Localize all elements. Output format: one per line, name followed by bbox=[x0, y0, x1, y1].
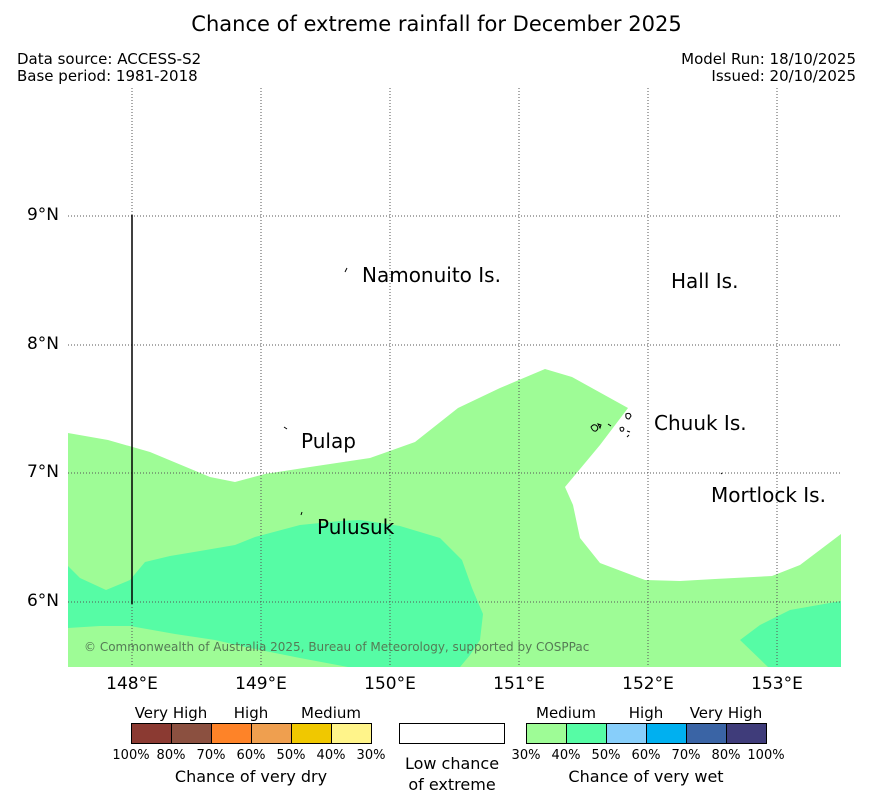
place-label-pulap: Pulap bbox=[301, 429, 356, 453]
low-chance-caption: Low chance of extreme bbox=[405, 753, 499, 795]
dry-swatch-2 bbox=[211, 723, 252, 744]
dry-tick: 100% bbox=[112, 748, 150, 763]
wet-tick: 60% bbox=[631, 748, 661, 763]
wet-tick: 30% bbox=[511, 748, 541, 763]
namonuito-island-marker bbox=[344, 267, 348, 273]
wet-category-high: High bbox=[628, 704, 664, 722]
island-markers bbox=[283, 267, 723, 516]
map-title: Chance of extreme rainfall for December … bbox=[191, 12, 682, 36]
dry-tick: 40% bbox=[316, 748, 346, 763]
dry-tick: 50% bbox=[276, 748, 306, 763]
wet-tick: 40% bbox=[551, 748, 581, 763]
dry-caption: Chance of very dry bbox=[174, 767, 328, 786]
base-period: Base period: 1981-2018 bbox=[17, 67, 198, 85]
wet-swatch-3 bbox=[646, 723, 687, 744]
lon-label-149e: 149°E bbox=[235, 674, 287, 694]
lon-label-150e: 150°E bbox=[364, 674, 416, 694]
lat-label-8n: 8°N bbox=[26, 334, 59, 354]
dry-tick: 80% bbox=[156, 748, 186, 763]
low-chance-swatch bbox=[399, 723, 505, 744]
model-run: Model Run: 18/10/2025 bbox=[681, 50, 856, 68]
lat-label-9n: 9°N bbox=[26, 205, 59, 225]
wet-tick: 80% bbox=[711, 748, 741, 763]
place-label-chuuk: Chuuk Is. bbox=[654, 411, 747, 435]
mortlock-island-marker bbox=[720, 472, 723, 475]
high-wet-region-west bbox=[68, 520, 483, 667]
low-chance-line1: Low chance bbox=[404, 754, 500, 773]
wet-category-medium: Medium bbox=[536, 704, 596, 722]
lon-label-151e: 151°E bbox=[493, 674, 545, 694]
wet-swatch-1 bbox=[566, 723, 607, 744]
wet-tick: 50% bbox=[591, 748, 621, 763]
lat-label-6n: 6°N bbox=[26, 591, 59, 611]
dry-swatch-5 bbox=[331, 723, 372, 744]
lon-label-152e: 152°E bbox=[622, 674, 674, 694]
wet-category-very-high: Very High bbox=[689, 704, 763, 722]
wet-tick: 100% bbox=[747, 748, 785, 763]
dry-category-medium: Medium bbox=[301, 704, 361, 722]
place-label-hall: Hall Is. bbox=[671, 269, 739, 293]
dry-category-very-high: Very High bbox=[134, 704, 208, 722]
dry-tick: 60% bbox=[236, 748, 266, 763]
lon-label-153e: 153°E bbox=[751, 674, 803, 694]
data-source: Data source: ACCESS-S2 bbox=[17, 50, 202, 68]
dry-tick: 30% bbox=[356, 748, 386, 763]
copyright-notice: © Commonwealth of Australia 2025, Bureau… bbox=[84, 640, 590, 654]
place-label-pulusuk: Pulusuk bbox=[317, 515, 395, 539]
dry-swatch-0 bbox=[131, 723, 172, 744]
wet-tick: 70% bbox=[671, 748, 701, 763]
place-label-mortlock: Mortlock Is. bbox=[711, 483, 826, 507]
high-wet-region-east bbox=[740, 601, 841, 667]
wet-caption: Chance of very wet bbox=[568, 767, 724, 786]
wet-swatch-0 bbox=[526, 723, 567, 744]
dry-swatch-1 bbox=[171, 723, 212, 744]
dry-swatch-4 bbox=[291, 723, 332, 744]
lon-label-148e: 148°E bbox=[106, 674, 158, 694]
chuuk-lagoon-marker bbox=[590, 412, 632, 438]
dry-swatch-3 bbox=[251, 723, 292, 744]
low-chance-line2: of extreme bbox=[408, 775, 496, 794]
wet-swatch-2 bbox=[606, 723, 647, 744]
dry-category-high: High bbox=[233, 704, 269, 722]
graticule bbox=[68, 88, 841, 667]
wet-swatch-4 bbox=[686, 723, 727, 744]
lat-label-7n: 7°N bbox=[26, 462, 59, 482]
pulusuk-island-marker bbox=[300, 511, 303, 516]
pulap-island-marker bbox=[283, 426, 288, 430]
issued-date: Issued: 20/10/2025 bbox=[711, 67, 856, 85]
dry-tick: 70% bbox=[196, 748, 226, 763]
place-label-namonuito: Namonuito Is. bbox=[362, 263, 501, 287]
wet-swatch-5 bbox=[726, 723, 767, 744]
